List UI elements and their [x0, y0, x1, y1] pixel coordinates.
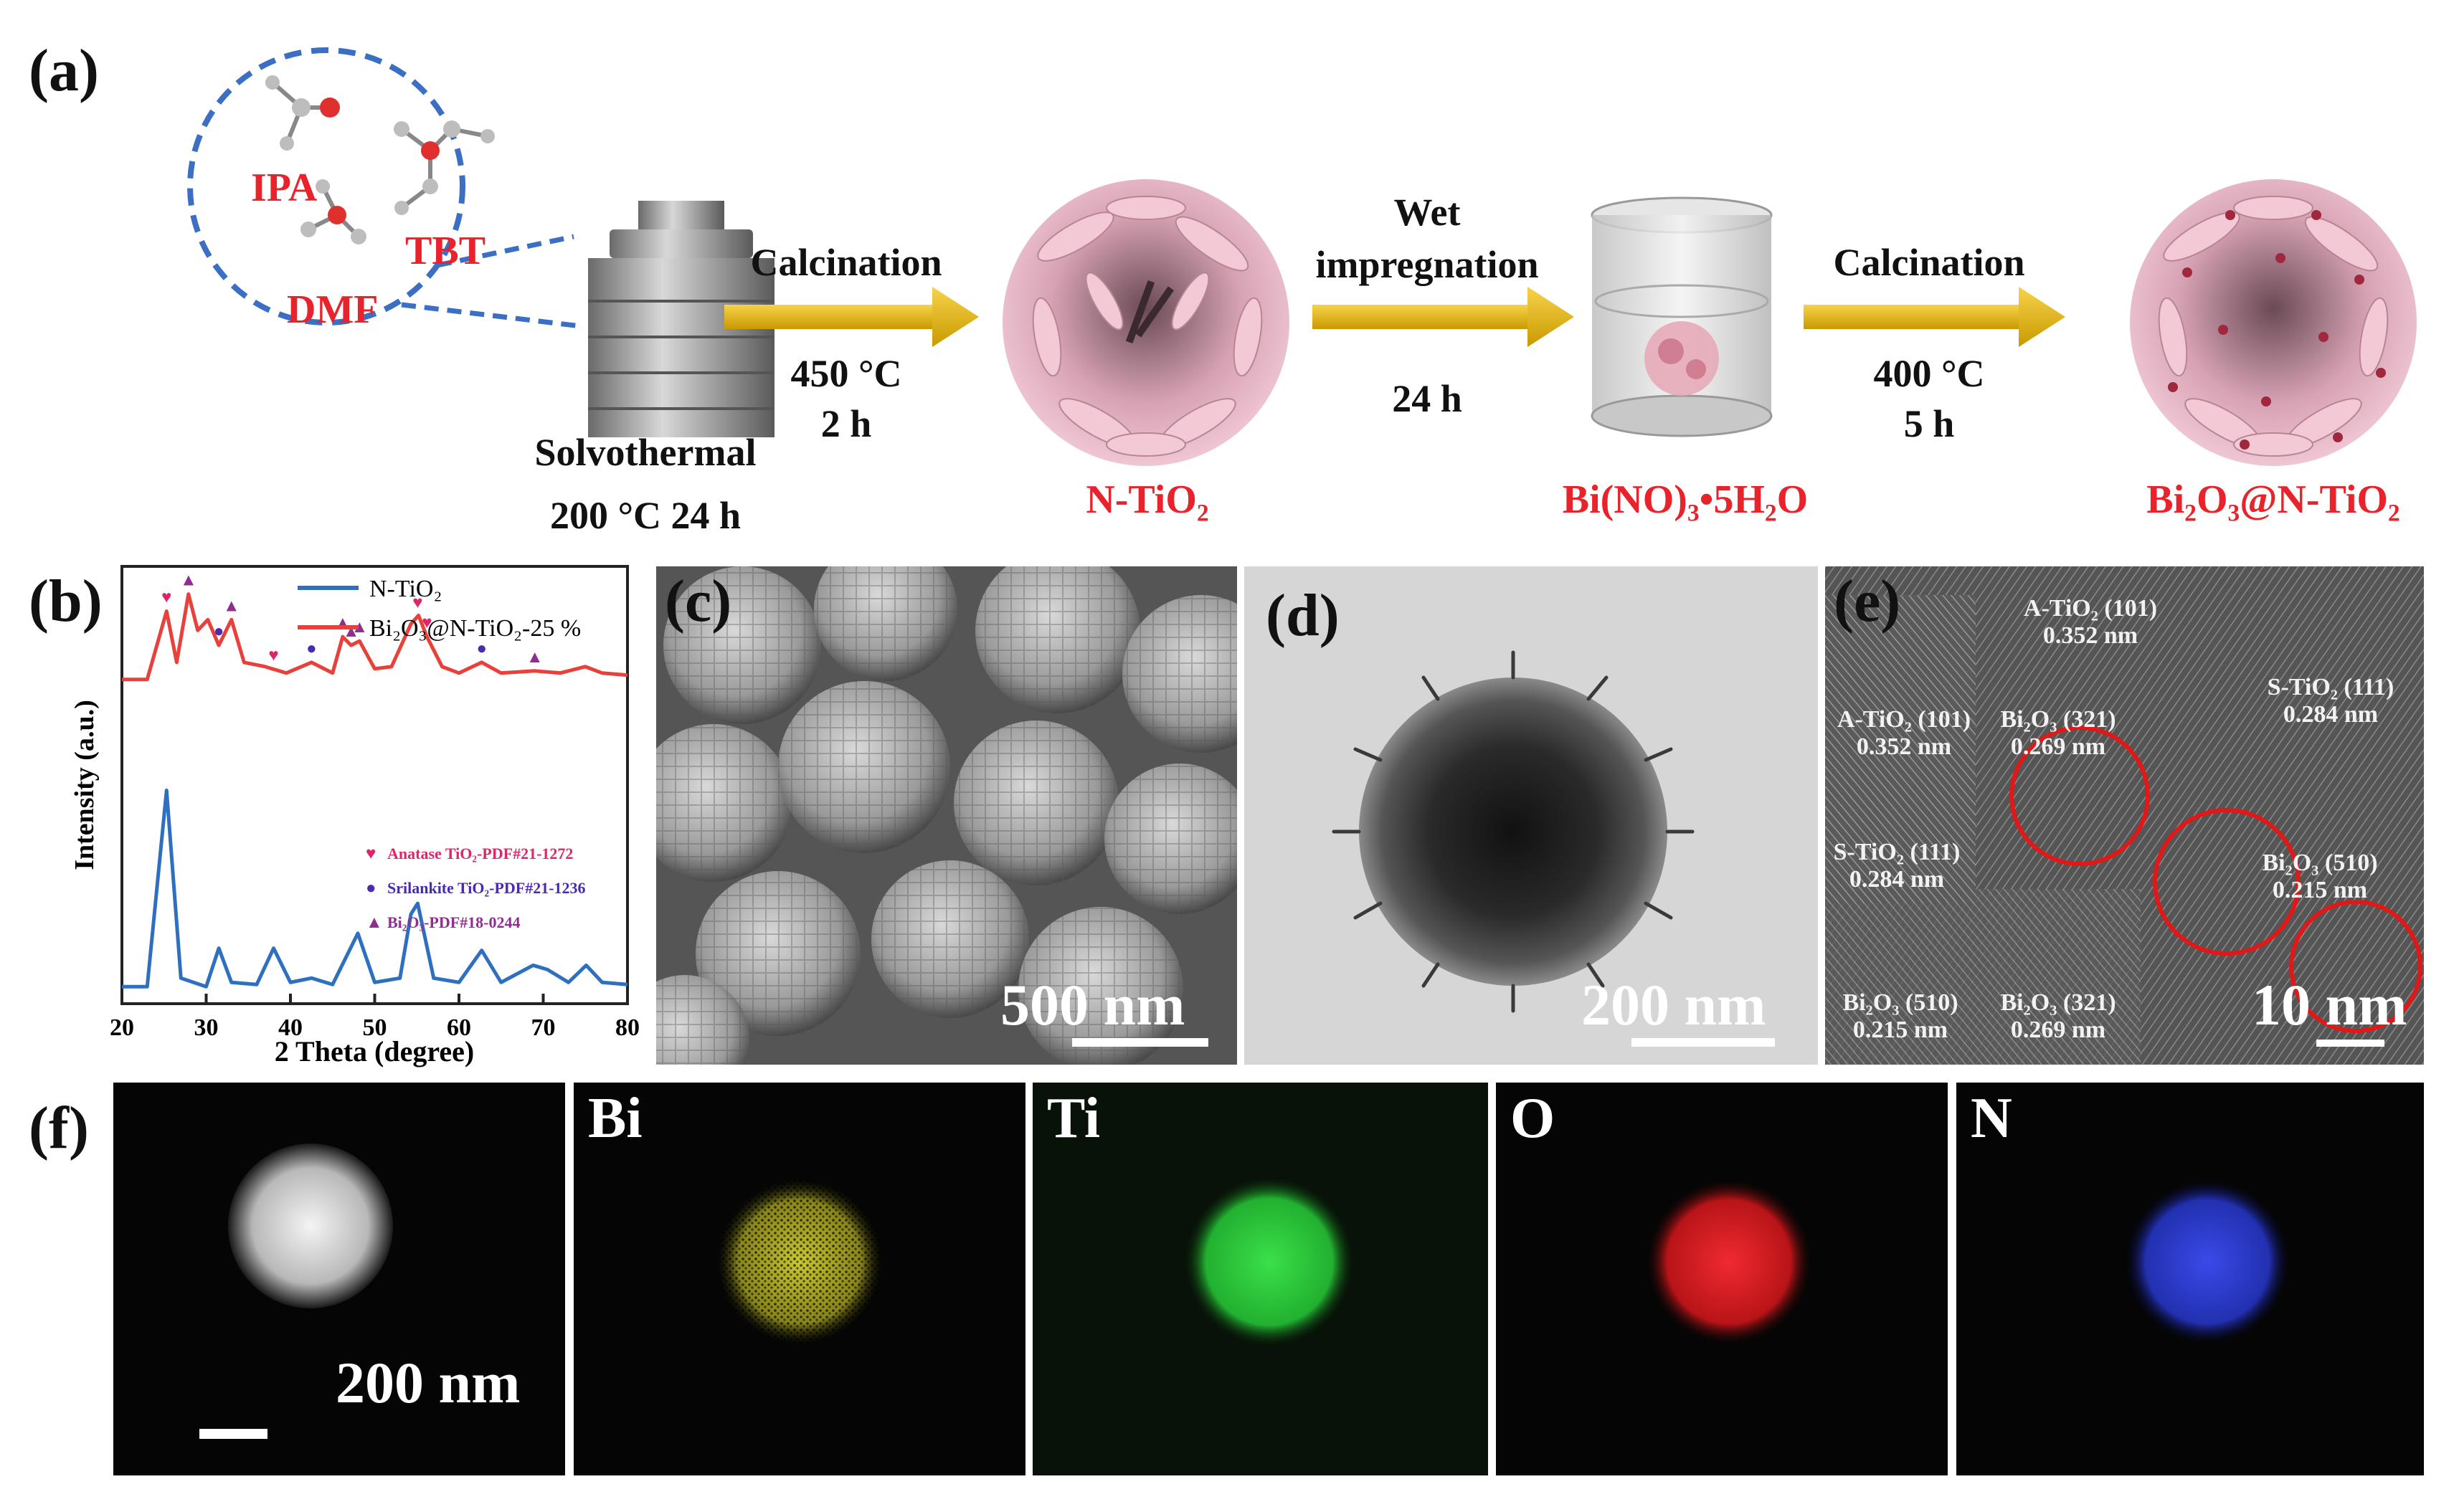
bi-map: Bi	[574, 1083, 1025, 1475]
step2-time: 24 h	[1392, 377, 1462, 420]
ti-map: Ti	[1033, 1083, 1488, 1475]
phase-marker-srilankite: ●	[476, 639, 487, 658]
panel-a-letter: (a)	[29, 37, 99, 104]
phase-marker-anatase: ♥	[412, 594, 422, 612]
highlight-circle-2	[2153, 808, 2301, 956]
o-map: O	[1496, 1083, 1948, 1475]
step3-label: Calcination	[1833, 241, 2025, 284]
panel-d-letter: (d)	[1266, 582, 1340, 649]
step1-temp: 450 °C	[790, 352, 902, 395]
panel-b-letter: (b)	[29, 568, 103, 634]
legend-label-bi2o3: Bi₂O₃@N-TiO₂-25 %	[369, 615, 581, 642]
solvothermal-label: Solvothermal	[534, 431, 757, 474]
highlight-circle-1	[2009, 726, 2150, 866]
phase-legend-anatase: Anatase TiO₂-PDF#21-1272	[387, 845, 573, 862]
panel-a-scheme	[187, 47, 2417, 466]
xrd-chart: 20 30 40 50 60 70 80 ♥♥♥♥●● ●▲▲▲▲▲▲ N-TiO₂ Bi₂O…	[70, 565, 640, 1068]
phase-marker-bi2o3: ▲	[180, 571, 197, 590]
hrtem-label-bi2o3-510-bottom: Bi₂O₃ (510) 0.215 nm	[1842, 989, 1958, 1043]
step3-time: 5 h	[1903, 402, 1955, 445]
phase-marker-srilankite: ●	[306, 639, 317, 658]
phase-marker-srilankite: ●	[214, 622, 224, 641]
y-axis-label: Intensity (a.u.)	[70, 700, 100, 870]
bi2o3-n-tio2-sphere	[2130, 179, 2417, 466]
ti-map-label: Ti	[1047, 1087, 1101, 1150]
beaker-icon	[1591, 196, 1773, 437]
xrd-series-line-0	[122, 788, 628, 989]
product2-label: Bi(NO)₃•5H₂O	[1562, 477, 1809, 522]
sem-image: (c) 500 nm	[656, 566, 1237, 1065]
phase-legend-bi2o3-symbol: ▲	[366, 913, 383, 932]
hrtem-label-s-tio2-right: S-TiO₂ (111) 0.284 nm	[2267, 674, 2394, 728]
panel-c-letter: (c)	[665, 568, 732, 634]
o-map-label: O	[1510, 1087, 1555, 1150]
n-tio2-sphere	[1003, 179, 1289, 466]
molecule-circle	[187, 47, 465, 325]
hrtem-scale-label: 10 nm	[2252, 972, 2407, 1037]
tem-scale-label: 200 nm	[1581, 972, 1766, 1037]
solvothermal-condition: 200 °C 24 h	[549, 494, 742, 537]
phase-legend-srilankite: Srilankite TiO₂-PDF#21-1236	[387, 879, 586, 897]
step1-label: Calcination	[750, 241, 942, 284]
legend-label-n-tio2: N-TiO₂	[369, 576, 442, 602]
x-tick-label: 60	[447, 1014, 471, 1041]
panel-e-letter: (e)	[1834, 568, 1901, 634]
n-map-label: N	[1971, 1087, 2012, 1150]
x-tick-label: 30	[194, 1014, 219, 1041]
hrtem-label-a-tio2-top: A-TiO₂ (101) 0.352 nm	[2023, 595, 2158, 649]
hrtem-label-a-tio2-left: A-TiO₂ (101) 0.352 nm	[1837, 706, 1971, 760]
arrow-1	[724, 287, 979, 347]
step3-temp: 400 °C	[1873, 352, 1985, 395]
phase-marker-bi2o3: ▲	[526, 648, 544, 667]
tbt-label: TBT	[405, 229, 486, 273]
x-axis-label: 2 Theta (degree)	[275, 1035, 474, 1068]
hrtem-label-bi2o3-321-bottom: Bi₂O₃ (321) 0.269 nm	[2000, 989, 2116, 1043]
panel-f-letter: (f)	[29, 1095, 89, 1161]
hrtem-image: (e) A-TiO₂ (101) 0.352 nm S-TiO₂ (111) 0.2…	[1825, 566, 2424, 1065]
x-tick-label: 20	[110, 1014, 134, 1041]
arrow-3	[1804, 287, 2065, 347]
step2-label-1: Wet	[1393, 191, 1461, 234]
step2-label-2: impregnation	[1315, 243, 1539, 286]
n-map: N	[1956, 1083, 2424, 1475]
x-tick-label: 70	[531, 1014, 556, 1041]
product3-label: Bi₂O₃@N-TiO₂	[2146, 477, 2400, 522]
highlight-circle-3	[2289, 900, 2422, 1033]
product1-label: N-TiO₂	[1086, 477, 1209, 522]
haadf-map: 200 nm	[113, 1083, 565, 1475]
phase-legend-bi2o3: Bi₂O₃-PDF#18-0244	[387, 913, 521, 931]
x-tick-label: 80	[615, 1014, 640, 1041]
phase-marker-anatase: ♥	[422, 614, 432, 632]
phase-marker-bi2o3: ▲	[351, 618, 368, 637]
hrtem-label-s-tio2-left: S-TiO₂ (111) 0.284 nm	[1833, 839, 1961, 893]
haadf-scale-label: 200 nm	[336, 1350, 521, 1415]
autoclave-icon	[588, 201, 774, 437]
xrd-series-line-1	[122, 592, 628, 682]
sem-scale-label: 500 nm	[1000, 972, 1185, 1037]
x-tick-label: 40	[278, 1014, 303, 1041]
dmf-label: DMF	[287, 287, 379, 332]
phase-legend-anatase-symbol: ♥	[366, 845, 376, 863]
phase-marker-bi2o3: ▲	[223, 596, 240, 615]
bi-map-label: Bi	[588, 1087, 643, 1150]
arrow-2	[1312, 287, 1574, 347]
ipa-label: IPA	[251, 166, 318, 210]
step1-time: 2 h	[820, 402, 872, 445]
phase-marker-anatase: ♥	[161, 588, 171, 607]
x-tick-label: 50	[363, 1014, 387, 1041]
tem-image: (d) 200 nm	[1244, 566, 1818, 1065]
phase-legend-srilankite-symbol: ●	[366, 879, 376, 898]
hrtem-label-bi2o3-510-right: Bi₂O₃ (510) 0.215 nm	[2262, 850, 2378, 903]
hrtem-label-bi2o3-321-center: Bi₂O₃ (321) 0.269 nm	[2000, 706, 2116, 760]
phase-marker-anatase: ♥	[268, 646, 278, 665]
